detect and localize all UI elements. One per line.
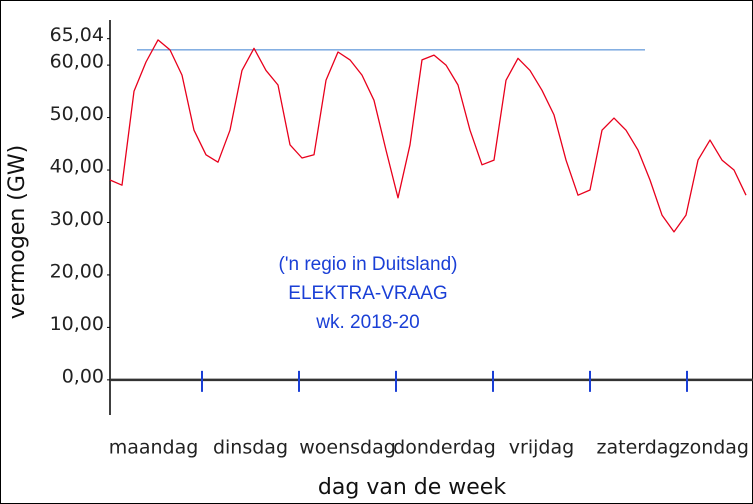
y-axis-label: vermogen (GW) <box>5 145 30 320</box>
y-tick-label: 40,00 <box>50 156 104 178</box>
demand-line <box>109 39 747 233</box>
y-tick-label: 30,00 <box>50 208 104 230</box>
annotation: ('n regio in Duitsland) <box>279 254 458 275</box>
y-tick-label: 60,00 <box>50 51 104 73</box>
x-tick-label: zondag <box>680 437 749 459</box>
y-tick-label: 20,00 <box>50 260 104 282</box>
y-tick-label: 0,00 <box>62 365 104 387</box>
x-tick-label: vrijdag <box>509 437 574 459</box>
annotation: ELEKTRA-VRAAG <box>288 283 447 304</box>
y-tick-label: 10,00 <box>50 313 104 335</box>
x-tick-label: woensdag <box>299 437 396 459</box>
x-tick-label: maandag <box>109 437 199 459</box>
y-tick-label: 50,00 <box>50 103 104 125</box>
y-tick-label: 65,04 <box>50 24 104 46</box>
x-tick-label: donderdag <box>393 437 496 459</box>
x-tick-label: zaterdag <box>597 437 681 459</box>
x-tick-label: dinsdag <box>213 437 288 459</box>
annotation: wk. 2018-20 <box>315 312 420 333</box>
x-axis-label: dag van de week <box>318 475 506 500</box>
